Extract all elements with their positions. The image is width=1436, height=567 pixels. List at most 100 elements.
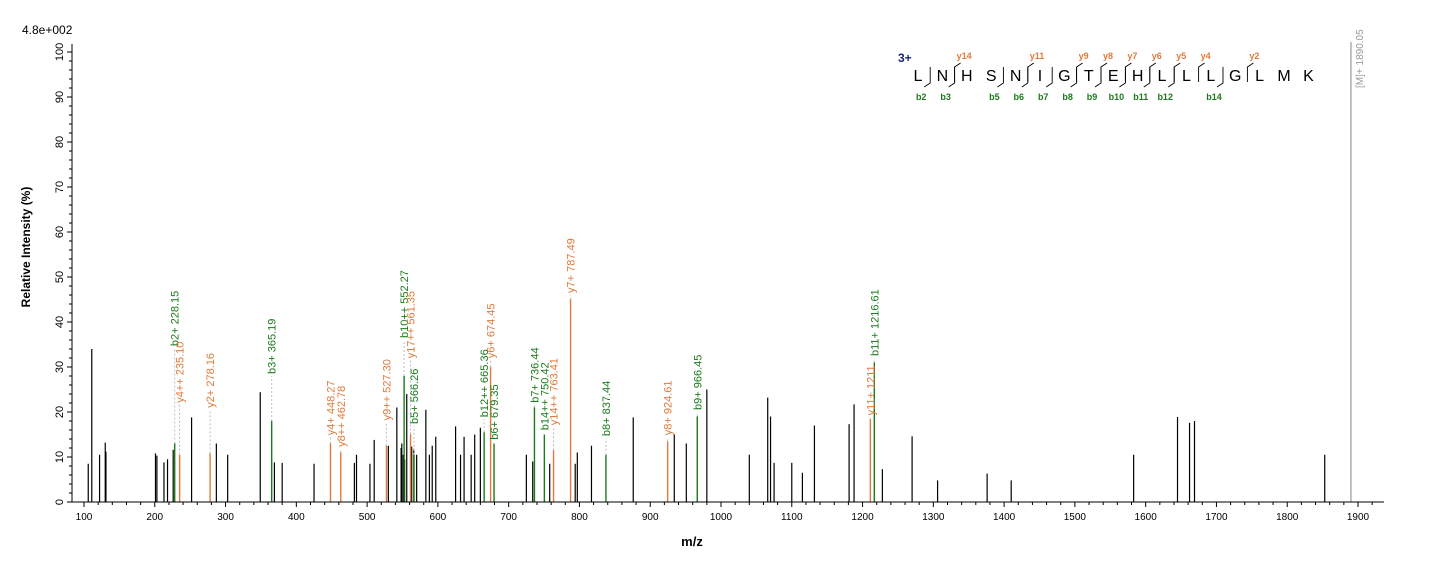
x-tick-label: 1500 bbox=[1064, 512, 1087, 523]
residue: N bbox=[937, 68, 949, 85]
axes-layer: 0 10 20 30 40 50 60 70 80 90 100 100 200 300 400 500 600… bbox=[54, 43, 1384, 523]
x-tick-label: 300 bbox=[217, 512, 234, 523]
b-ion-label: b9+ 966.45 bbox=[692, 355, 704, 410]
b-ion-bracket bbox=[1070, 67, 1078, 88]
y-ion-bracket bbox=[1100, 62, 1108, 82]
b-ion-label: b12++ 665.36 bbox=[479, 349, 491, 417]
y-tick-label: 40 bbox=[54, 316, 66, 328]
x-tick-label: 900 bbox=[642, 512, 659, 523]
x-tick-label: 1600 bbox=[1135, 512, 1158, 523]
b-ion-label: b11+ 1216.61 bbox=[869, 289, 881, 356]
x-tick-label: 600 bbox=[430, 512, 447, 523]
residue: L bbox=[1255, 68, 1264, 85]
b-ion-label: b6+ 679.35 bbox=[489, 384, 501, 439]
y-ion-label: y17++ 561.35 bbox=[406, 291, 418, 358]
y-ion-label: y6+ 674.45 bbox=[486, 304, 498, 359]
b-ion-label: b10++ 552.27 bbox=[399, 270, 411, 338]
residue: K bbox=[1303, 68, 1314, 85]
y-ion-bracket bbox=[1149, 62, 1157, 82]
x-tick-label: 1400 bbox=[993, 512, 1016, 523]
b-ion-fragment-label: b2 bbox=[916, 92, 927, 102]
y-tick-label: 90 bbox=[54, 91, 66, 103]
b-ion-bracket bbox=[1119, 67, 1126, 88]
b-ion-bracket bbox=[948, 67, 956, 88]
y-axis-label: Relative Intensity (%) bbox=[19, 187, 33, 308]
y-ion-bracket bbox=[1076, 62, 1083, 82]
y-ion-fragment-label: y8 bbox=[1103, 51, 1113, 61]
b-ion-bracket bbox=[1143, 67, 1151, 88]
x-tick-label: 700 bbox=[500, 512, 517, 523]
x-tick-label: 200 bbox=[146, 512, 163, 523]
b-ion-label: b3+ 365.19 bbox=[267, 319, 279, 374]
y-ion-label: y4+ 448.27 bbox=[325, 380, 337, 435]
b-ion-fragment-label: b6 bbox=[1014, 92, 1025, 102]
y-ion-label: y8+ 924.61 bbox=[663, 380, 675, 435]
b-ion-bracket bbox=[1021, 67, 1029, 88]
residue: L bbox=[1206, 68, 1215, 85]
residue: E bbox=[1108, 68, 1119, 85]
precursor-label: [M]+ 1890.05 bbox=[1355, 29, 1366, 88]
y-tick-label: 80 bbox=[54, 136, 66, 148]
residue: L bbox=[1158, 68, 1167, 85]
b-ion-fragment-label: b11 bbox=[1133, 92, 1148, 102]
residue: M bbox=[1277, 68, 1290, 85]
x-tick-label: 800 bbox=[571, 512, 588, 523]
y-ion-bracket bbox=[954, 62, 961, 82]
b-ion-label: b2+ 228.15 bbox=[170, 291, 182, 346]
y-ion-fragment-label: y2 bbox=[1249, 51, 1259, 61]
y-tick-label: 70 bbox=[54, 181, 66, 193]
residue: I bbox=[1038, 68, 1042, 85]
x-tick-label: 1300 bbox=[922, 512, 945, 523]
b-ion-fragment-label: b10 bbox=[1109, 92, 1125, 102]
b-ion-bracket bbox=[997, 67, 1004, 88]
b-ion-label: b7+ 736.44 bbox=[529, 347, 541, 402]
y-ion-fragment-label: y6 bbox=[1152, 51, 1162, 61]
y-ion-fragment-label: y14 bbox=[957, 51, 972, 61]
y-tick-label: 50 bbox=[54, 271, 66, 283]
b-ion-bracket bbox=[1045, 67, 1053, 88]
intensity-scale-label: 4.8e+002 bbox=[22, 23, 73, 37]
y-ion-label: y14++ 763.41 bbox=[549, 358, 561, 425]
y-ion-label: y9++ 527.30 bbox=[381, 359, 393, 420]
b-ion-fragment-label: b7 bbox=[1038, 92, 1049, 102]
y-ion-fragment-label: y5 bbox=[1176, 51, 1186, 61]
x-tick-label: 1100 bbox=[781, 512, 803, 523]
x-tick-label: 1700 bbox=[1205, 512, 1228, 523]
y-tick-label: 100 bbox=[54, 43, 66, 61]
x-tick-label: 400 bbox=[288, 512, 305, 523]
b-ion-label: b14++ 750.42 bbox=[539, 362, 551, 430]
y-ion-fragment-label: y4 bbox=[1201, 51, 1211, 61]
residue: H bbox=[961, 68, 973, 85]
y-tick-label: 30 bbox=[54, 361, 66, 373]
x-tick-label: 1900 bbox=[1347, 512, 1370, 523]
y-ion-label: y8++ 462.78 bbox=[336, 386, 348, 447]
b-ion-bracket bbox=[1216, 67, 1224, 88]
y-ion-label: y7+ 787.49 bbox=[566, 238, 578, 293]
residue: L bbox=[1182, 68, 1191, 85]
x-tick-label: 100 bbox=[76, 512, 93, 523]
y-tick-label: 0 bbox=[54, 499, 66, 505]
x-tick-label: 1800 bbox=[1276, 512, 1299, 523]
x-tick-label: 500 bbox=[359, 512, 376, 523]
residue: N bbox=[1010, 68, 1022, 85]
b-ion-bracket bbox=[1167, 67, 1175, 88]
residue: H bbox=[1132, 68, 1144, 85]
y-ion-label: y11+ 1211 bbox=[865, 365, 877, 415]
y-ion-bracket bbox=[1173, 62, 1181, 82]
y-ion-label: y4++ 235.10 bbox=[175, 342, 187, 403]
y-ion-bracket bbox=[1198, 62, 1205, 82]
x-tick-label: 1200 bbox=[851, 512, 874, 523]
residue: G bbox=[1229, 68, 1241, 85]
y-tick-label: 60 bbox=[54, 226, 66, 238]
y-ion-fragment-label: y11 bbox=[1030, 51, 1045, 61]
y-tick-label: 20 bbox=[54, 406, 66, 418]
b-ion-fragment-label: b3 bbox=[940, 92, 951, 102]
residue: T bbox=[1084, 68, 1094, 85]
residue: G bbox=[1058, 68, 1070, 85]
b-ion-fragment-label: b9 bbox=[1087, 92, 1098, 102]
y-ion-fragment-label: y9 bbox=[1079, 51, 1089, 61]
x-axis-label: m/z bbox=[681, 534, 703, 549]
